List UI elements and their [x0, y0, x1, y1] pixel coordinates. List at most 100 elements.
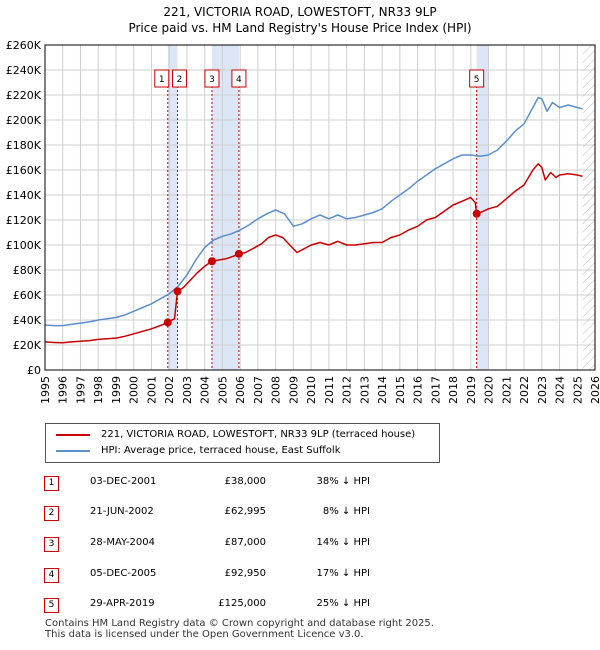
- sale-price: £125,000: [218, 598, 266, 609]
- x-tick-label: 2002: [163, 376, 176, 404]
- x-tick-label: 2015: [394, 376, 407, 404]
- y-tick-label: £120K: [6, 214, 42, 227]
- sale-marker-box: [154, 69, 170, 88]
- sale-point-3: [207, 257, 216, 266]
- y-tick-label: £40K: [13, 314, 42, 327]
- x-tick-label: 2016: [412, 376, 425, 404]
- shaded-range: [476, 45, 489, 370]
- x-tick-label: 2025: [571, 376, 584, 404]
- x-tick-label: 1996: [57, 376, 70, 404]
- sale-hpi-diff: 17% ↓ HPI: [316, 568, 370, 579]
- footer-attribution: Contains HM Land Registry data © Crown c…: [45, 618, 434, 640]
- sale-marker-2: 2: [172, 69, 188, 88]
- sale-number-badge: 5: [44, 598, 59, 613]
- y-tick-label: £100K: [6, 239, 42, 252]
- x-tick-label: 2026: [589, 376, 600, 404]
- sale-marker-box: [469, 69, 485, 88]
- x-tick-label: 2004: [199, 376, 212, 404]
- title-line-1: 221, VICTORIA ROAD, LOWESTOFT, NR33 9LP: [163, 5, 437, 19]
- sale-marker-5: 5: [469, 69, 485, 88]
- shaded-range: [211, 45, 239, 370]
- sale-marker-3: 3: [204, 69, 220, 88]
- legend-label-property: 221, VICTORIA ROAD, LOWESTOFT, NR33 9LP …: [101, 429, 416, 440]
- axes: [44, 44, 596, 371]
- table-row: 2 21-JUN-2002 £62,995 8% ↓ HPI: [0, 500, 600, 526]
- sale-hpi-diff: 14% ↓ HPI: [316, 537, 370, 548]
- sale-marker-label: 4: [236, 75, 242, 85]
- sale-hpi-diff: 25% ↓ HPI: [316, 598, 370, 609]
- x-tick-label: 1997: [74, 376, 87, 404]
- x-tick-label: 2012: [341, 376, 354, 404]
- sale-marker-label: 3: [209, 75, 215, 85]
- x-tick-label: 2000: [128, 376, 141, 404]
- plot-frame: [44, 44, 596, 371]
- sale-marker-label: 2: [177, 75, 183, 85]
- x-tick-label: 2022: [518, 376, 531, 404]
- x-tick-label: 2013: [358, 376, 371, 404]
- y-tick-label: £160K: [6, 164, 42, 177]
- sale-marker-1: 1: [154, 69, 170, 88]
- shaded-ranges: [167, 45, 489, 370]
- x-tick-label: 2021: [500, 376, 513, 404]
- sale-date: 29-APR-2019: [90, 598, 155, 609]
- y-tick-labels: £0 £20K £40K £60K £80K £100K £120K £140K £160K £1…: [6, 39, 42, 377]
- x-tick-label: 2001: [145, 376, 158, 404]
- x-tick-label: 2023: [536, 376, 549, 404]
- y-tick-label: £200K: [6, 114, 42, 127]
- sale-point-4: [234, 249, 243, 258]
- y-tick-label: £260K: [6, 39, 42, 52]
- x-tick-label: 2017: [429, 376, 442, 404]
- sale-marker-4: 4: [231, 69, 247, 88]
- x-tick-label: 2005: [216, 376, 229, 404]
- projection-area: [582, 45, 595, 370]
- gridlines: [44, 44, 596, 371]
- x-tick-label: 1995: [39, 376, 52, 404]
- y-tick-label: £80K: [13, 264, 42, 277]
- sale-date: 03-DEC-2001: [90, 476, 157, 487]
- sale-marker-label: 5: [474, 75, 480, 85]
- sale-number-badge: 3: [44, 537, 59, 552]
- sale-marker-box: [231, 69, 247, 88]
- x-tick-label: 1999: [110, 376, 123, 404]
- sale-number-badge: 2: [44, 506, 59, 521]
- x-tick-label: 2020: [483, 376, 496, 404]
- series-line-property: [44, 163, 583, 344]
- x-tick-label: 2019: [465, 376, 478, 404]
- sale-date: 21-JUN-2002: [90, 506, 154, 517]
- sale-price: £87,000: [224, 537, 266, 548]
- sale-date: 28-MAY-2004: [90, 537, 156, 548]
- sale-point-5: [472, 209, 481, 218]
- x-tick-label: 2007: [252, 376, 265, 404]
- x-tick-label: 2009: [287, 376, 300, 404]
- footer-line-1: Contains HM Land Registry data © Crown c…: [45, 618, 434, 629]
- sale-number-badge: 4: [44, 568, 59, 583]
- y-tick-label: £60K: [13, 289, 42, 302]
- series-lines: [44, 96, 583, 344]
- y-tick-label: £240K: [6, 64, 42, 77]
- legend-swatch-property: [56, 434, 90, 436]
- series-line-hpi: [44, 96, 583, 327]
- x-tick-label: 1998: [92, 376, 105, 404]
- table-row: 5 29-APR-2019 £125,000 25% ↓ HPI: [0, 592, 600, 618]
- sale-price: £38,000: [224, 476, 266, 487]
- x-tick-label: 2003: [181, 376, 194, 404]
- sale-points: [163, 209, 481, 327]
- sale-point-1: [163, 318, 172, 327]
- sale-price: £92,950: [224, 568, 266, 579]
- x-tick-label: 2006: [234, 376, 247, 404]
- sale-marker-label: 1: [159, 75, 165, 85]
- table-row: 3 28-MAY-2004 £87,000 14% ↓ HPI: [0, 531, 600, 557]
- sale-hpi-diff: 38% ↓ HPI: [316, 476, 370, 487]
- legend-label-hpi: HPI: Average price, terraced house, East…: [101, 445, 341, 456]
- sale-markers: 1 2 3 4 5: [154, 69, 485, 88]
- legend-swatch-hpi: [56, 450, 90, 452]
- sale-hpi-diff: 8% ↓ HPI: [322, 506, 370, 517]
- y-tick-label: £140K: [6, 189, 42, 202]
- sale-date: 05-DEC-2005: [90, 568, 157, 579]
- y-tick-label: £220K: [6, 89, 42, 102]
- x-tick-label: 2014: [376, 376, 389, 404]
- x-tick-label: 2010: [305, 376, 318, 404]
- x-tick-label: 2011: [323, 376, 336, 404]
- title-line-2: Price paid vs. HM Land Registry's House …: [128, 21, 472, 35]
